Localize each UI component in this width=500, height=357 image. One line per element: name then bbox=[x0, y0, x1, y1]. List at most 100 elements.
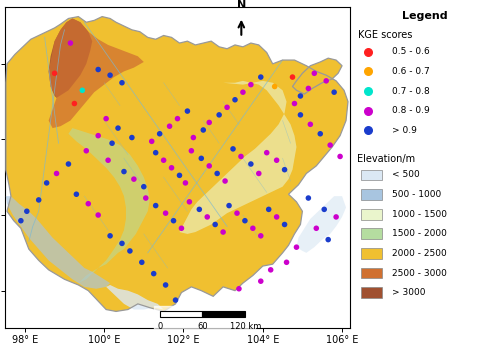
Point bbox=[23, 208, 31, 214]
Point bbox=[312, 225, 320, 231]
Point bbox=[52, 171, 60, 176]
Point bbox=[130, 176, 138, 182]
Point bbox=[162, 210, 170, 216]
Text: 0: 0 bbox=[157, 322, 162, 331]
Point bbox=[330, 89, 338, 95]
Text: N: N bbox=[236, 0, 246, 10]
Point bbox=[215, 112, 223, 118]
Point bbox=[322, 78, 330, 84]
Point bbox=[296, 93, 304, 99]
Point bbox=[235, 286, 243, 292]
Point bbox=[152, 203, 160, 208]
Point bbox=[223, 105, 231, 110]
Point bbox=[166, 124, 173, 129]
Point bbox=[126, 248, 134, 254]
Point bbox=[104, 157, 112, 163]
Point bbox=[178, 225, 186, 231]
Point bbox=[168, 165, 175, 171]
Text: 500 - 1000: 500 - 1000 bbox=[392, 190, 442, 199]
Point bbox=[84, 201, 92, 207]
Polygon shape bbox=[296, 196, 346, 253]
Polygon shape bbox=[106, 285, 164, 310]
Point bbox=[50, 70, 58, 76]
Point bbox=[320, 206, 328, 212]
Text: 0.5 - 0.6: 0.5 - 0.6 bbox=[392, 47, 430, 56]
Polygon shape bbox=[6, 196, 110, 289]
Point bbox=[310, 70, 318, 76]
Polygon shape bbox=[48, 19, 92, 98]
Point bbox=[211, 222, 219, 227]
Polygon shape bbox=[292, 58, 342, 94]
Point bbox=[292, 244, 300, 250]
Point bbox=[324, 237, 332, 242]
Text: 1500 - 2000: 1500 - 2000 bbox=[392, 229, 447, 238]
Point bbox=[316, 131, 324, 137]
Point bbox=[229, 146, 237, 152]
Point bbox=[148, 139, 156, 144]
Point bbox=[108, 140, 116, 146]
Polygon shape bbox=[48, 19, 144, 128]
Text: Elevation/m: Elevation/m bbox=[358, 154, 416, 164]
Point bbox=[17, 218, 25, 223]
Point bbox=[247, 82, 255, 87]
Point bbox=[326, 142, 334, 148]
Point bbox=[196, 206, 203, 212]
Point bbox=[34, 197, 42, 203]
Point bbox=[106, 72, 114, 78]
Text: 0.7 - 0.8: 0.7 - 0.8 bbox=[392, 86, 430, 96]
Point bbox=[142, 195, 150, 201]
Point bbox=[280, 167, 288, 172]
Point bbox=[170, 218, 177, 223]
Point bbox=[203, 214, 211, 220]
Point bbox=[304, 195, 312, 201]
Point bbox=[152, 150, 160, 156]
Bar bbox=[360, 287, 382, 298]
Text: 2000 - 2500: 2000 - 2500 bbox=[392, 249, 447, 258]
Point bbox=[198, 156, 205, 161]
Point bbox=[233, 210, 241, 216]
Point bbox=[82, 148, 90, 154]
Point bbox=[296, 112, 304, 118]
Bar bbox=[360, 170, 382, 180]
Bar bbox=[360, 248, 382, 259]
Point bbox=[106, 233, 114, 239]
Point bbox=[290, 101, 298, 106]
Point bbox=[282, 260, 290, 265]
Point bbox=[176, 172, 184, 178]
Bar bbox=[360, 209, 382, 220]
Text: 2500 - 3000: 2500 - 3000 bbox=[392, 268, 447, 278]
Point bbox=[247, 161, 255, 167]
Point bbox=[336, 154, 344, 159]
Point bbox=[205, 163, 213, 169]
Point bbox=[118, 241, 126, 246]
Text: 60: 60 bbox=[197, 322, 208, 331]
Text: < 500: < 500 bbox=[392, 170, 420, 180]
Point bbox=[186, 199, 194, 205]
Point bbox=[128, 135, 136, 140]
Point bbox=[70, 101, 78, 106]
Point bbox=[213, 171, 221, 176]
Bar bbox=[160, 311, 202, 317]
Bar bbox=[202, 311, 246, 317]
Point bbox=[257, 74, 265, 80]
Point bbox=[280, 222, 288, 227]
Point bbox=[188, 148, 196, 154]
Point bbox=[239, 89, 247, 95]
Point bbox=[288, 74, 296, 80]
Point bbox=[94, 212, 102, 218]
Point bbox=[262, 150, 270, 156]
Text: KGE scores: KGE scores bbox=[358, 30, 412, 40]
Point bbox=[172, 297, 179, 303]
Point bbox=[120, 169, 128, 175]
Point bbox=[205, 120, 213, 125]
Text: > 3000: > 3000 bbox=[392, 288, 426, 297]
Point bbox=[64, 161, 72, 167]
Point bbox=[138, 260, 146, 265]
Point bbox=[306, 121, 314, 127]
Point bbox=[237, 154, 245, 159]
Point bbox=[182, 180, 190, 186]
Text: 1000 - 1500: 1000 - 1500 bbox=[392, 210, 447, 219]
Text: 0.8 - 0.9: 0.8 - 0.9 bbox=[392, 106, 430, 115]
Point bbox=[66, 40, 74, 46]
Bar bbox=[360, 228, 382, 239]
